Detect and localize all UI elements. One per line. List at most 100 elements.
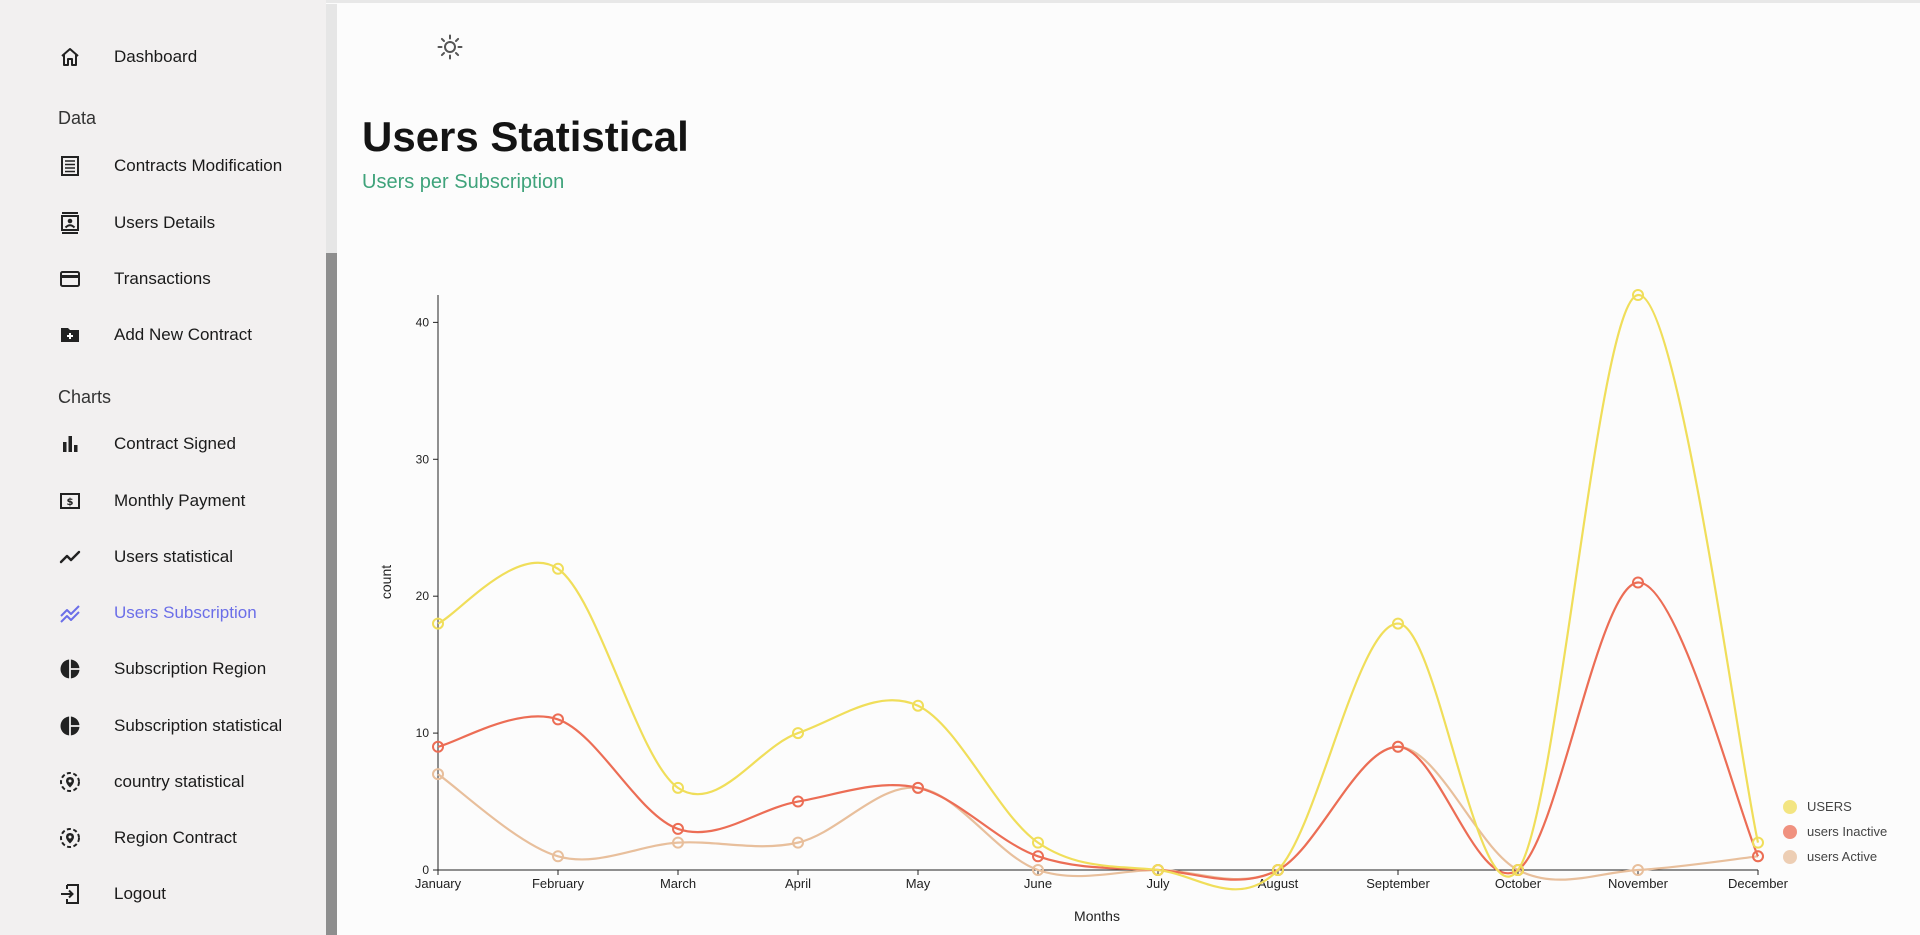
logout-icon — [58, 882, 98, 906]
x-tick-label: May — [906, 876, 931, 891]
payment-icon: $ — [58, 489, 98, 513]
data-point[interactable] — [792, 727, 804, 740]
sidebar-scrollbar-thumb[interactable] — [326, 253, 337, 935]
sidebar-item-users-details[interactable]: Users Details — [58, 203, 318, 243]
y-tick-label: 30 — [416, 452, 430, 466]
series-line — [437, 293, 1760, 891]
list-alt-icon — [58, 154, 98, 178]
data-point[interactable] — [792, 836, 804, 849]
theme-toggle-button[interactable] — [436, 33, 464, 61]
legend-swatch[interactable] — [1783, 850, 1797, 864]
page-subtitle: Users per Subscription — [362, 171, 565, 193]
x-tick-label: August — [1258, 876, 1299, 891]
sidebar-item-label: Region Contract — [114, 828, 237, 847]
sidebar-item-contracts-modification[interactable]: Contracts Modification — [58, 146, 318, 186]
sidebar-item-region-contract[interactable]: Region Contract — [58, 818, 318, 858]
data-point[interactable] — [1392, 740, 1404, 753]
sidebar-item-users-statistical[interactable]: Users statistical — [58, 537, 318, 577]
data-point[interactable] — [1632, 576, 1644, 589]
sidebar-item-subscription-region[interactable]: Subscription Region — [58, 649, 318, 689]
x-tick-label: September — [1366, 876, 1430, 891]
line-chart-icon — [58, 545, 98, 569]
sidebar-item-label: Users Subscription — [114, 603, 257, 622]
sidebar-item-users-subscription[interactable]: Users Subscription — [58, 593, 318, 633]
data-point[interactable] — [1032, 864, 1044, 876]
data-point[interactable] — [552, 713, 564, 726]
legend-label[interactable]: users Inactive — [1807, 824, 1887, 839]
section-title-charts: Charts — [58, 387, 112, 407]
data-point[interactable] — [552, 850, 564, 863]
data-point[interactable] — [912, 699, 924, 712]
section-title-data: Data — [58, 108, 97, 128]
users-subscription-line-chart: count Months 0 10 20 30 40 January February Mar… — [378, 289, 1887, 924]
location-icon — [58, 826, 98, 850]
data-point[interactable] — [672, 836, 684, 849]
sidebar-item-label: Users Details — [114, 213, 216, 232]
pie-chart-icon — [58, 657, 98, 681]
data-point[interactable] — [792, 795, 804, 808]
sparkline-icon — [58, 601, 98, 625]
x-tick-label: March — [660, 876, 696, 891]
sun-icon — [437, 34, 463, 60]
sidebar-item-dashboard[interactable]: Dashboard — [58, 37, 318, 77]
sidebar-item-label: country statistical — [114, 772, 245, 791]
sidebar-item-contract-signed[interactable]: Contract Signed — [58, 424, 318, 464]
data-point[interactable] — [1392, 617, 1404, 630]
data-point[interactable] — [1632, 289, 1644, 301]
data-point[interactable] — [432, 740, 444, 753]
pie-chart-icon — [58, 714, 98, 738]
credit-card-icon — [58, 267, 98, 291]
data-point[interactable] — [912, 781, 924, 794]
legend-swatch[interactable] — [1783, 800, 1797, 814]
sidebar-item-country-statistical[interactable]: country statistical — [58, 762, 318, 802]
folder-add-icon — [58, 323, 98, 347]
data-point[interactable] — [1752, 850, 1764, 863]
x-tick-label: April — [785, 876, 811, 891]
sidebar-item-monthly-payment[interactable]: $ Monthly Payment — [58, 481, 318, 521]
x-tick-label: July — [1146, 876, 1170, 891]
contact-card-icon — [58, 211, 98, 235]
data-point[interactable] — [1512, 864, 1524, 876]
data-point[interactable] — [1752, 836, 1764, 849]
data-point[interactable] — [1032, 850, 1044, 863]
y-tick-label: 20 — [416, 589, 430, 603]
sidebar-item-transactions[interactable]: Transactions — [58, 259, 318, 299]
sidebar-item-label: Contracts Modification — [114, 156, 283, 175]
sidebar-item-label: Users statistical — [114, 547, 234, 566]
x-tick-label: December — [1728, 876, 1789, 891]
data-point[interactable] — [432, 768, 444, 781]
data-point[interactable] — [1152, 864, 1164, 876]
sidebar-item-label: Logout — [114, 884, 166, 903]
data-point[interactable] — [672, 781, 684, 794]
y-axis-label: count — [378, 565, 394, 599]
legend-label[interactable]: USERS — [1807, 799, 1852, 814]
sidebar-item-label: Contract Signed — [114, 434, 236, 453]
x-tick-label: November — [1608, 876, 1669, 891]
x-tick-label: October — [1495, 876, 1542, 891]
sidebar-item-label: Monthly Payment — [114, 491, 246, 510]
data-point[interactable] — [672, 822, 684, 835]
sidebar-item-label: Subscription Region — [114, 659, 267, 678]
data-point[interactable] — [1032, 836, 1044, 849]
y-tick-label: 10 — [416, 726, 430, 740]
page-title: Users Statistical — [362, 113, 689, 160]
sidebar-item-label: Add New Contract — [114, 325, 252, 344]
home-icon — [58, 45, 98, 69]
series-line — [437, 745, 1759, 881]
y-tick-label: 40 — [416, 315, 430, 329]
data-point[interactable] — [432, 617, 444, 630]
sidebar-item-add-new-contract[interactable]: Add New Contract — [58, 315, 318, 355]
legend-swatch[interactable] — [1783, 825, 1797, 839]
x-tick-label: February — [532, 876, 585, 891]
sidebar-item-label: Transactions — [114, 269, 211, 288]
data-point[interactable] — [1272, 864, 1284, 876]
bar-chart-icon — [58, 432, 98, 456]
data-point[interactable] — [1632, 864, 1644, 876]
sidebar-item-logout[interactable]: Logout — [58, 874, 318, 914]
top-border — [0, 0, 1920, 3]
data-point[interactable] — [552, 562, 564, 575]
legend-label[interactable]: users Active — [1807, 849, 1877, 864]
sidebar-item-label: Subscription statistical — [114, 716, 283, 735]
sidebar-item-subscription-statistical[interactable]: Subscription statistical — [58, 706, 318, 746]
y-tick-label: 0 — [422, 863, 429, 877]
